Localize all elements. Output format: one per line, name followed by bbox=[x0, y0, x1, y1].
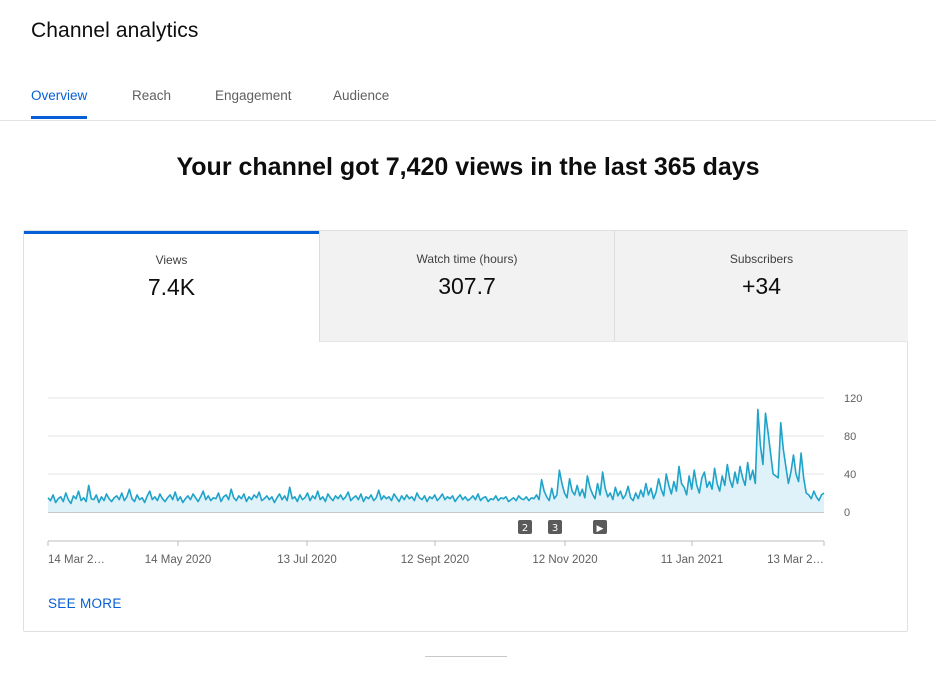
metrics-card: Views 7.4K Watch time (hours) 307.7 Subs… bbox=[23, 230, 908, 632]
metric-value: 7.4K bbox=[147, 274, 196, 300]
page-title: Channel analytics bbox=[31, 19, 199, 42]
y-tick-label: 80 bbox=[844, 431, 856, 443]
tab-bar: Overview Reach Engagement Audience bbox=[0, 72, 936, 121]
x-tick-label: 14 Mar 2… bbox=[48, 554, 105, 566]
metric-label: Watch time (hours) bbox=[416, 252, 518, 266]
y-tick-label: 40 bbox=[844, 469, 856, 481]
x-tick-label: 12 Sept 2020 bbox=[401, 554, 469, 566]
annotation-label: 3 bbox=[552, 523, 558, 534]
bottom-divider bbox=[425, 656, 507, 657]
x-tick-label: 13 Mar 2… bbox=[767, 554, 824, 566]
annotation-label: 2 bbox=[522, 523, 528, 534]
metric-value: +34 bbox=[741, 273, 781, 299]
annotation-marker[interactable]: 2 bbox=[518, 520, 532, 534]
metric-tabs: Views 7.4K Watch time (hours) 307.7 Subs… bbox=[24, 231, 908, 342]
metric-tab-watch-time[interactable]: Watch time (hours) 307.7 bbox=[319, 231, 614, 342]
metric-value: 307.7 bbox=[438, 273, 496, 299]
y-tick-label: 0 bbox=[844, 507, 850, 519]
series-area bbox=[48, 409, 824, 512]
annotation-badge[interactable] bbox=[593, 520, 607, 534]
y-tick-label: 120 bbox=[844, 393, 862, 405]
see-more-link[interactable]: SEE MORE bbox=[48, 596, 122, 611]
annotation-badge[interactable] bbox=[548, 520, 562, 534]
tab-overview[interactable]: Overview bbox=[31, 88, 88, 103]
annotation-marker[interactable]: ▶ bbox=[593, 520, 607, 534]
metric-label: Subscribers bbox=[729, 252, 794, 266]
active-tab-indicator bbox=[31, 116, 87, 119]
x-tick-label: 14 May 2020 bbox=[145, 554, 212, 566]
views-chart-svg: 0 40 80 120 2 3 ▶ 14 Mar 2… 14 May 2020 13 Jul 20… bbox=[47, 393, 862, 566]
tab-reach[interactable]: Reach bbox=[132, 88, 172, 103]
x-tick-label: 11 Jan 2021 bbox=[661, 554, 723, 566]
series-line bbox=[47, 408, 825, 505]
annotation-marker[interactable]: 3 bbox=[548, 520, 562, 534]
annotation-label: ▶ bbox=[597, 524, 604, 534]
x-tick-label: 12 Nov 2020 bbox=[532, 554, 597, 566]
tab-engagement[interactable]: Engagement bbox=[215, 88, 292, 103]
views-chart: 0 40 80 120 2 3 ▶ 14 Mar 2… 14 May 2020 13 Jul 20… bbox=[24, 342, 908, 572]
x-tick-label: 13 Jul 2020 bbox=[277, 554, 336, 566]
metric-label: Views bbox=[155, 253, 188, 267]
tab-audience[interactable]: Audience bbox=[333, 88, 390, 103]
annotation-badge[interactable] bbox=[518, 520, 532, 534]
metric-tab-subscribers[interactable]: Subscribers +34 bbox=[614, 231, 908, 342]
views-headline: Your channel got 7,420 views in the last… bbox=[176, 153, 760, 181]
metric-tab-views[interactable]: Views 7.4K bbox=[24, 231, 319, 342]
